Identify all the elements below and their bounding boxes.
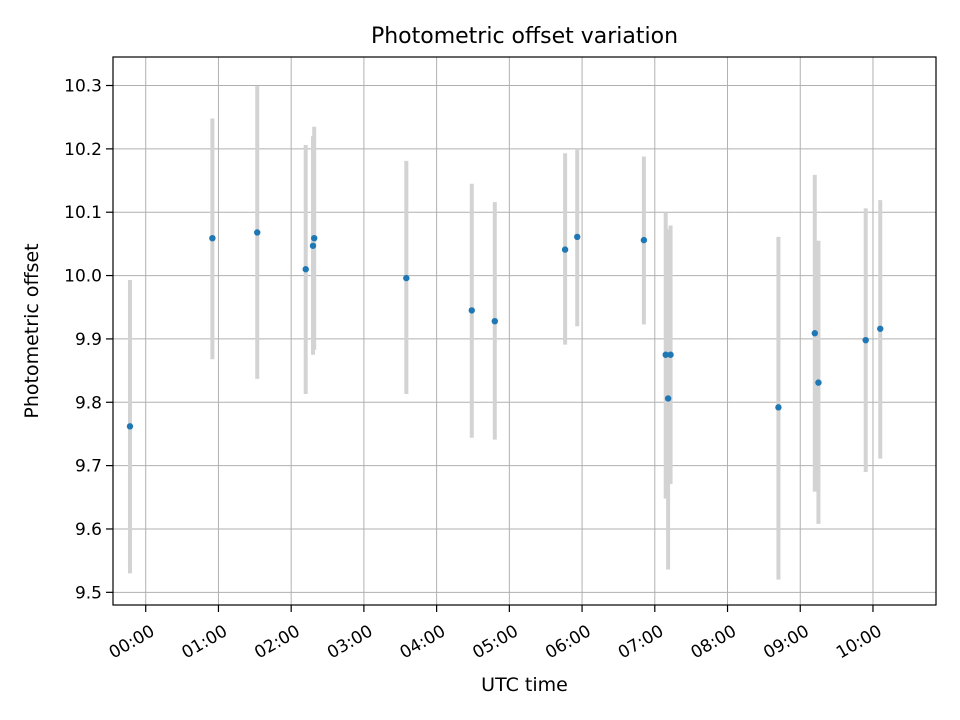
data-point [815,379,822,386]
data-point [491,317,499,325]
data-point [640,236,648,244]
plot-frame [112,56,937,606]
y-tick-label: 9.7 [75,457,102,477]
y-tick-label: 9.9 [75,330,102,350]
data-point [664,395,672,402]
y-tick-label: 10.1 [64,203,102,223]
data-point [403,274,410,282]
data-point [574,233,581,241]
data-point [209,234,216,242]
data-point [126,423,134,430]
data-point [468,307,475,314]
data-point [667,351,674,358]
x-axis-label: UTC time [481,674,568,696]
data-point [662,351,669,358]
data-point [311,234,318,242]
y-axis-ticks: 9.5 9.6 9.7 9.8 9.9 10.0 10.1 10.2 10.3 [64,77,113,603]
chart-title: Photometric offset variation [371,24,678,49]
data-point [309,242,317,249]
y-tick-label: 9.5 [75,583,102,603]
y-tick-label: 10.0 [64,267,102,287]
data-point [775,404,782,411]
grid [113,57,936,605]
y-tick-label: 10.3 [64,77,102,97]
data-point [254,229,261,236]
data-point [811,330,818,337]
data-point [561,246,569,253]
data-points [126,229,884,430]
data-point [877,325,884,332]
y-tick-label: 9.6 [75,520,102,540]
y-axis-label: Photometric offset [21,243,43,418]
data-point [862,336,869,344]
y-tick-label: 10.2 [64,140,102,160]
y-tick-label: 9.8 [75,393,102,413]
data-point [302,266,309,273]
